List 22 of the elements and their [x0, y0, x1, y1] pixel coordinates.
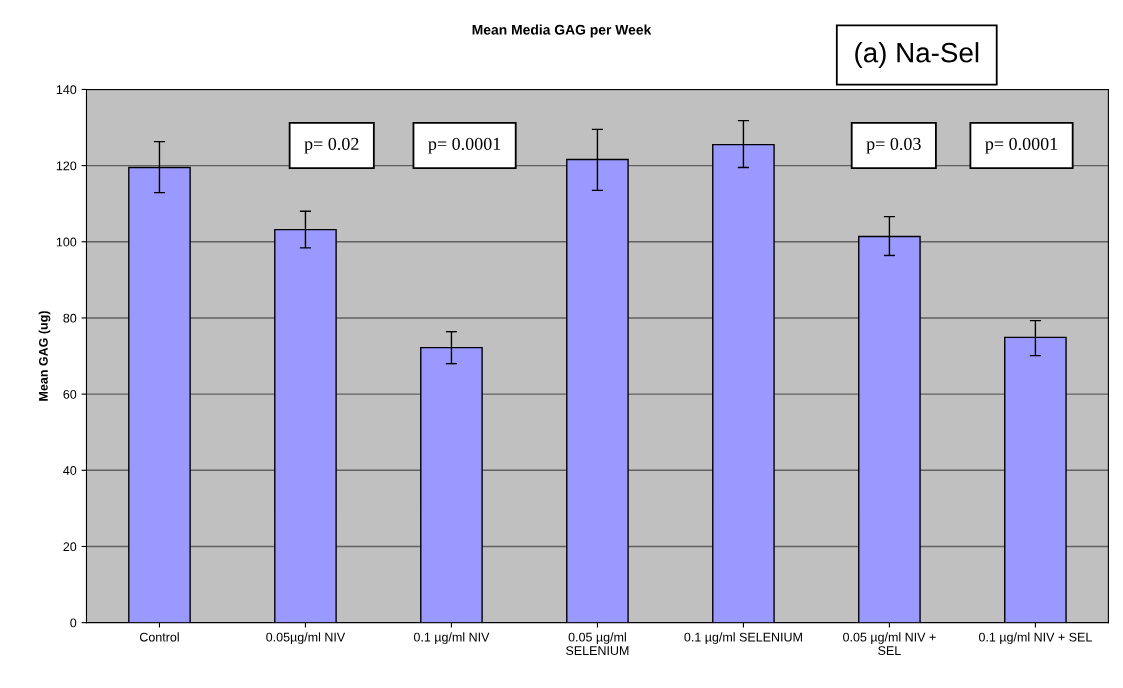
y-tick-label: 20	[63, 542, 77, 552]
x-tick-label: 0.1 µg/ml NIV	[413, 632, 490, 645]
x-tick-label: 0.05µg/ml NIV	[266, 632, 346, 645]
annotation: p= 0.02	[304, 137, 359, 154]
y-tick-label: 40	[63, 466, 77, 475]
x-tick-label: 0.05 µg/ml NIV + SEL	[843, 632, 936, 656]
y-tick-label: 100	[56, 237, 77, 247]
annotation: p= 0.0001	[428, 137, 501, 154]
x-tick-label: 0.05 µg/ml SELENIUM	[566, 632, 629, 656]
y-tick-label: 0	[70, 618, 77, 628]
x-tick-label: 0.1 µg/ml NIV + SEL	[978, 632, 1092, 645]
chart-title: Mean Media GAG per Week	[472, 24, 652, 38]
annotation: p= 0.03	[866, 137, 921, 154]
y-axis-title: Mean GAG (ug)	[38, 311, 51, 401]
text: (a) Na-Sel	[855, 42, 979, 68]
y-tick-label: 140	[56, 85, 77, 95]
annotation: p= 0.0001	[985, 137, 1058, 154]
y-tick-label: 120	[56, 161, 77, 171]
y-tick-label: 60	[63, 389, 77, 399]
x-tick-label: Control	[139, 632, 179, 642]
x-tick-label: 0.1 µg/ml SELENIUM	[684, 632, 802, 645]
y-tick-label: 80	[63, 313, 77, 323]
